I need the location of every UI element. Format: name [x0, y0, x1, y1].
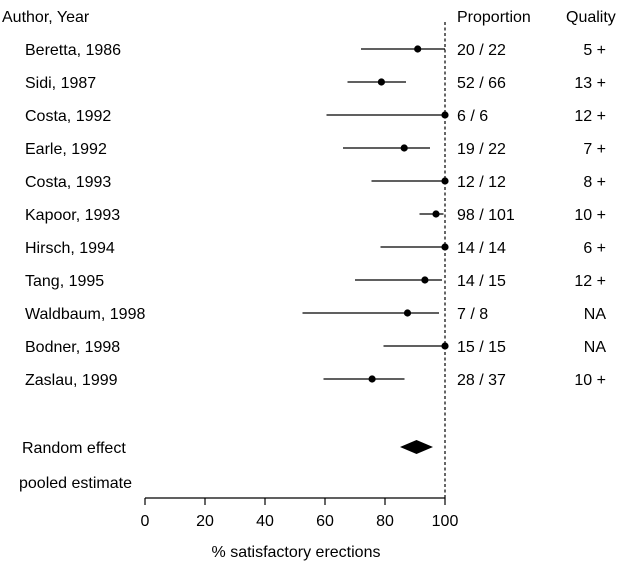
quality-value: 5 +	[583, 42, 606, 59]
study-label: Bodner, 1998	[25, 339, 120, 356]
quality-value: 10 +	[574, 372, 606, 389]
study-rows: Beretta, 1986 20 / 22 5 + Sidi, 1987 52 / 66…	[25, 42, 606, 389]
proportion-value: 15 / 15	[457, 339, 506, 356]
point-estimate	[441, 111, 449, 119]
study-label: Earle, 1992	[25, 141, 107, 158]
study-label: Kapoor, 1993	[25, 207, 120, 224]
study-label: Waldbaum, 1998	[25, 306, 145, 323]
proportion-value: 7 / 8	[457, 306, 488, 323]
proportion-value: 28 / 37	[457, 372, 506, 389]
proportion-value: 52 / 66	[457, 75, 506, 92]
study-row: Zaslau, 1999 28 / 37 10 +	[25, 372, 606, 389]
x-tick-label: 60	[316, 513, 334, 530]
study-label: Sidi, 1987	[25, 75, 96, 92]
quality-value: 13 +	[574, 75, 606, 92]
study-row: Tang, 1995 14 / 15 12 +	[25, 273, 606, 290]
point-estimate	[432, 210, 440, 218]
proportion-value: 6 / 6	[457, 108, 488, 125]
proportion-value: 20 / 22	[457, 42, 506, 59]
study-label: Beretta, 1986	[25, 42, 121, 59]
study-row: Hirsch, 1994 14 / 14 6 +	[25, 240, 606, 257]
point-estimate	[414, 45, 422, 53]
point-estimate	[403, 309, 412, 317]
pooled-estimate-diamond	[400, 440, 433, 454]
quality-value: NA	[584, 339, 607, 356]
study-row: Waldbaum, 1998 7 / 8 NA	[25, 306, 606, 323]
quality-value: 8 +	[583, 174, 606, 191]
proportion-value: 14 / 15	[457, 273, 506, 290]
x-tick-label: 100	[432, 513, 459, 530]
study-label: Zaslau, 1999	[25, 372, 118, 389]
point-estimate	[421, 276, 429, 284]
study-row: Beretta, 1986 20 / 22 5 +	[25, 42, 606, 59]
proportion-value: 14 / 14	[457, 240, 506, 257]
study-label: Costa, 1992	[25, 108, 111, 125]
proportion-value: 12 / 12	[457, 174, 506, 191]
study-label: Costa, 1993	[25, 174, 111, 191]
point-estimate	[400, 144, 408, 152]
quality-value: NA	[584, 306, 607, 323]
study-row: Bodner, 1998 15 / 15 NA	[25, 339, 606, 356]
quality-value: 12 +	[574, 273, 606, 290]
proportion-value: 19 / 22	[457, 141, 506, 158]
pooled-label-line1: Random effect	[22, 440, 126, 457]
x-tick-label: 40	[256, 513, 274, 530]
study-row: Costa, 1992 6 / 6 12 +	[25, 108, 606, 125]
x-tick-label: 80	[376, 513, 394, 530]
point-estimate	[441, 177, 449, 185]
quality-column-header: Quality	[566, 9, 616, 26]
study-column-header: Author, Year	[2, 9, 90, 26]
quality-value: 10 +	[574, 207, 606, 224]
study-label: Hirsch, 1994	[25, 240, 115, 257]
study-row: Kapoor, 1993 98 / 101 10 +	[25, 207, 606, 224]
x-axis-label: % satisfactory erections	[212, 544, 381, 561]
pooled-label-line2: pooled estimate	[19, 475, 132, 492]
x-axis: 0 20 40 60 80 100	[141, 497, 459, 530]
quality-value: 6 +	[583, 240, 606, 257]
point-estimate	[368, 375, 376, 383]
point-estimate	[441, 342, 449, 350]
proportion-value: 98 / 101	[457, 207, 515, 224]
study-row: Earle, 1992 19 / 22 7 +	[25, 141, 606, 158]
quality-value: 7 +	[583, 141, 606, 158]
point-estimate	[441, 243, 449, 251]
quality-value: 12 +	[574, 108, 606, 125]
point-estimate	[377, 78, 385, 86]
study-row: Sidi, 1987 52 / 66 13 +	[25, 75, 606, 92]
x-tick-label: 0	[141, 513, 150, 530]
study-label: Tang, 1995	[25, 273, 104, 290]
study-row: Costa, 1993 12 / 12 8 +	[25, 174, 606, 191]
x-tick-label: 20	[196, 513, 214, 530]
proportion-column-header: Proportion	[457, 9, 531, 26]
